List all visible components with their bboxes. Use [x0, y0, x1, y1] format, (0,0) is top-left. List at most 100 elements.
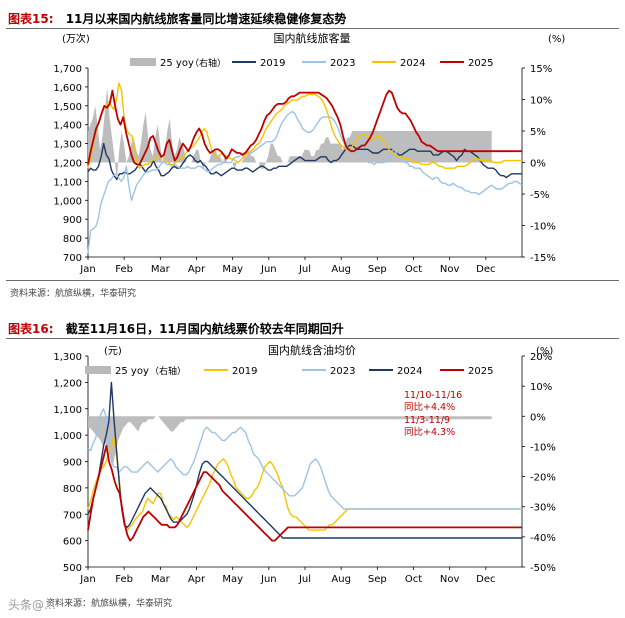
annotation-text: 11/10-11/16: [404, 390, 462, 401]
series-line-2025: [87, 444, 522, 542]
figure-16-top-rule: [6, 338, 619, 339]
x-tick-label: Apr: [188, 264, 206, 275]
right-tick-label: -30%: [530, 503, 556, 514]
right-tick-label: -15%: [530, 253, 556, 264]
annotation-text: 11/3-11/9: [404, 415, 450, 426]
chart-title: 国内航线旅客量: [274, 31, 351, 45]
right-tick-label: -20%: [530, 473, 556, 484]
legend-label-yoy: 25 yoy: [115, 366, 149, 377]
average-fare-chart: 国内航线含油均价 (元) (%) 500 600 700 800 900 1,000 1,100 1…: [53, 343, 556, 585]
yoy-area-series: [88, 86, 492, 182]
annotation-text: 同比+4.4%: [404, 401, 455, 413]
legend-label-2023: 2023: [330, 366, 355, 377]
left-tick-label: 1,000: [53, 196, 82, 207]
x-tick-label: Dec: [476, 574, 495, 585]
series-line-2019: [87, 142, 522, 181]
left-tick-label: 900: [63, 215, 82, 226]
right-tick-label: -10%: [530, 442, 556, 453]
right-tick-label: 0%: [530, 412, 546, 423]
left-tick-label: 1,700: [53, 64, 82, 75]
left-tick-label: 1,300: [53, 352, 82, 363]
x-tick-label: Dec: [476, 264, 495, 275]
series-line-2025: [87, 89, 522, 166]
series-line-2023: [87, 110, 523, 254]
legend-label-2019: 2019: [232, 366, 257, 377]
legend-swatch-yoy: [130, 58, 156, 66]
left-tick-label: 600: [63, 537, 82, 548]
right-tick-label: 15%: [530, 64, 552, 75]
series-line-2023: [87, 408, 522, 510]
left-tick-label: 1,100: [53, 405, 82, 416]
right-tick-label: 10%: [530, 96, 552, 107]
figure-15-source: 资料来源：航旅纵横，华泰研究: [10, 289, 137, 299]
legend-label-2025: 2025: [468, 366, 493, 377]
left-axis-unit: (元): [104, 346, 122, 357]
x-tick-label: Nov: [440, 264, 460, 275]
figure-15-bottom-rule: [6, 280, 619, 281]
right-tick-label: -5%: [530, 190, 549, 201]
right-tick-label: -40%: [530, 533, 556, 544]
watermark: 头条@…: [8, 598, 57, 612]
x-tick-label: Aug: [331, 264, 351, 275]
x-tick-label: Aug: [331, 574, 351, 585]
legend-swatch-yoy: [85, 366, 111, 374]
left-tick-label: 1,400: [53, 121, 82, 132]
right-tick-label: -50%: [530, 563, 556, 574]
right-axis-unit: (%): [536, 346, 553, 357]
x-tick-label: Mar: [151, 574, 171, 585]
x-tick-label: Feb: [115, 264, 133, 275]
left-tick-label: 1,300: [53, 140, 82, 151]
left-tick-label: 900: [63, 458, 82, 469]
x-tick-label: Jul: [298, 574, 311, 585]
x-tick-label: Mar: [151, 264, 171, 275]
figure-15-label: 图表15:: [8, 12, 54, 26]
left-tick-label: 1,000: [53, 431, 82, 442]
figure-16-source: 资料来源：航旅纵横，华泰研究: [46, 599, 173, 609]
legend-label-2019: 2019: [260, 58, 285, 69]
yoy-area-series: [88, 416, 492, 465]
legend-label-2025: 2025: [468, 58, 493, 69]
right-tick-label: 0%: [530, 159, 546, 170]
x-tick-label: Sep: [368, 574, 387, 585]
left-tick-label: 800: [63, 484, 82, 495]
x-tick-label: May: [222, 264, 243, 275]
x-tick-label: Jan: [79, 574, 95, 585]
legend-label-right-axis: （右轴）: [150, 365, 186, 377]
left-tick-label: 700: [63, 253, 82, 264]
x-tick-label: Nov: [440, 574, 460, 585]
left-tick-label: 1,200: [53, 159, 82, 170]
legend-label-2024: 2024: [400, 58, 425, 69]
left-tick-label: 1,500: [53, 102, 82, 113]
right-tick-label: 20%: [530, 352, 552, 363]
left-tick-label: 800: [63, 234, 82, 245]
figure-15-top-rule: [6, 28, 619, 29]
right-tick-label: -10%: [530, 222, 556, 233]
x-tick-label: Jun: [260, 574, 277, 585]
series-line-2024: [87, 381, 522, 539]
left-tick-label: 500: [63, 563, 82, 574]
figure-16-label: 图表16:: [8, 322, 54, 336]
x-tick-label: Feb: [115, 574, 133, 585]
left-tick-label: 1,100: [53, 177, 82, 188]
x-tick-label: May: [222, 574, 243, 585]
figure-15-heading: 11月以来国内航线旅客量同比增速延续稳健修复态势: [65, 12, 347, 26]
left-tick-label: 1,600: [53, 83, 82, 94]
left-tick-label: 1,200: [53, 378, 82, 389]
right-tick-label: 5%: [530, 127, 546, 138]
x-tick-label: Apr: [188, 574, 206, 585]
figure-15-title: 图表15: 11月以来国内航线旅客量同比增速延续稳健修复态势: [8, 10, 346, 27]
legend-label-yoy: 25 yoy: [160, 58, 194, 69]
legend-label-2024: 2024: [397, 366, 422, 377]
figure-16-title: 图表16: 截至11月16日，11月国内航线票价较去年同期回升: [8, 320, 344, 337]
right-tick-label: 10%: [530, 382, 552, 393]
x-tick-label: Oct: [405, 574, 422, 585]
passenger-volume-chart: 国内航线旅客量 (万次) (%) 700 800 900 1,000 1,100 1,200 1,…: [53, 31, 565, 275]
chart-title: 国内航线含油均价: [268, 343, 356, 357]
annotation-text: 同比+4.3%: [404, 426, 455, 438]
figure-16-heading: 截至11月16日，11月国内航线票价较去年同期回升: [65, 322, 344, 336]
x-tick-label: Sep: [368, 264, 387, 275]
legend-label-right-axis: （右轴）: [190, 57, 226, 69]
x-tick-label: Jun: [260, 264, 277, 275]
x-tick-label: Jan: [79, 264, 95, 275]
right-axis-unit: (%): [548, 34, 565, 45]
